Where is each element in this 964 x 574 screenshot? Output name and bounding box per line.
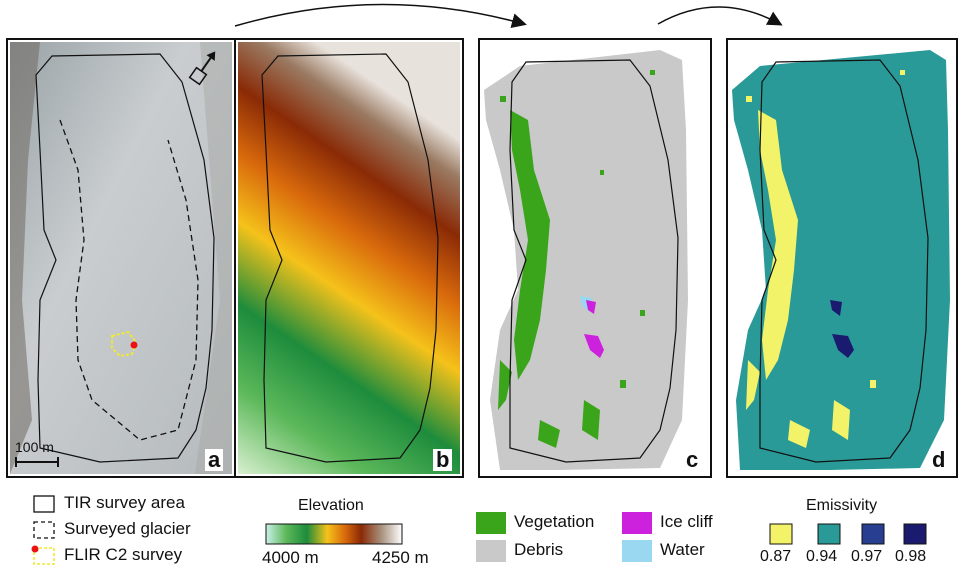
panel-label-b: b bbox=[433, 449, 453, 471]
emissivity-title: Emissivity bbox=[806, 497, 878, 514]
em-value-3: 0.98 bbox=[895, 548, 927, 565]
legend-debris-swatch bbox=[476, 540, 506, 562]
arrow-b-to-c bbox=[234, 3, 527, 29]
legend-tir-label: TIR survey area bbox=[64, 493, 185, 512]
legend-em-098-swatch bbox=[903, 523, 927, 545]
legend-vegetation-swatch bbox=[476, 512, 506, 534]
workflow-arrows bbox=[234, 3, 783, 29]
arrow-c-to-d bbox=[657, 6, 783, 26]
legend-debris-label: Debris bbox=[514, 540, 564, 559]
em-value-1: 0.94 bbox=[806, 548, 838, 565]
panel-d-border bbox=[726, 38, 958, 478]
elevation-colorbar bbox=[265, 523, 403, 545]
panel-label-a: a bbox=[205, 449, 224, 471]
legend-em-087-swatch bbox=[769, 523, 793, 545]
elevation-title: Elevation bbox=[298, 497, 364, 514]
legend-em-094-swatch bbox=[817, 523, 841, 545]
legend-vegetation-label: Vegetation bbox=[514, 512, 595, 531]
elevation-min-label: 4000 m bbox=[262, 548, 319, 567]
panel-label-c: c bbox=[683, 449, 702, 471]
em-value-0: 0.87 bbox=[760, 548, 792, 565]
panel-divider bbox=[234, 38, 236, 478]
legend-flir-swatch bbox=[33, 547, 55, 565]
legend-icecliff-swatch bbox=[622, 512, 652, 534]
legend-tir-swatch bbox=[33, 495, 55, 513]
legend-icecliff-label: Ice cliff bbox=[660, 512, 713, 531]
scalebar-label: 100 m bbox=[15, 439, 54, 455]
legend-glacier-label: Surveyed glacier bbox=[64, 519, 191, 538]
legend-glacier-swatch bbox=[33, 521, 55, 539]
panel-c-border bbox=[478, 38, 712, 478]
legend-em-097-swatch bbox=[861, 523, 885, 545]
panel-label-d: d bbox=[929, 449, 949, 471]
em-value-2: 0.97 bbox=[851, 548, 883, 565]
legend-flir-label: FLIR C2 survey bbox=[64, 545, 183, 564]
legend-water-label: Water bbox=[660, 540, 705, 559]
elevation-max-label: 4250 m bbox=[372, 548, 429, 567]
legend-water-swatch bbox=[622, 540, 652, 562]
